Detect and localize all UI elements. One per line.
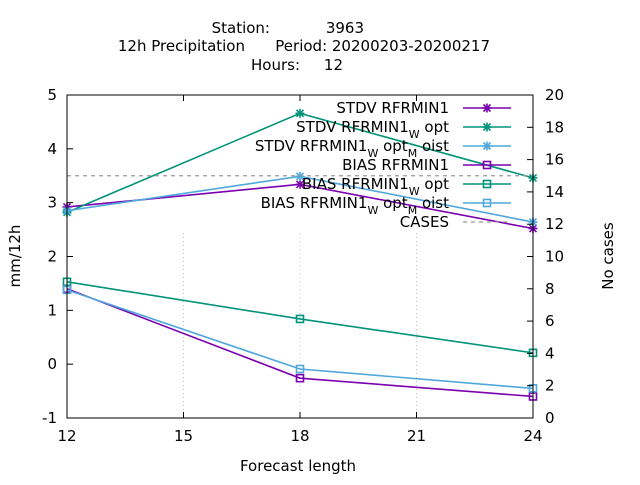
data-point [295, 179, 305, 189]
y-tick-label: 4 [47, 140, 57, 158]
legend-label-name: STDV RFRMIN1 [296, 118, 409, 136]
y2-tick-label: 0 [545, 409, 555, 427]
legend-label: BIAS RFRMIN1W opt [302, 175, 449, 198]
legend-label-subscript: W [367, 204, 378, 217]
title-station-label: Station: [212, 19, 270, 37]
y-axis-label: mm/12h [6, 225, 24, 288]
legend-label-subscript: W [409, 185, 420, 198]
data-point [482, 198, 492, 208]
data-point [482, 179, 492, 189]
data-point [295, 364, 305, 374]
grid [183, 233, 417, 418]
y2-tick-label: 8 [545, 280, 555, 298]
x-tick-label: 12 [57, 427, 76, 445]
legend-label-subscript: W [409, 128, 420, 141]
legend-label: STDV RFRMIN1W optM oist [255, 137, 449, 160]
legend-label: BIAS RFRMIN1W optM oist [261, 194, 450, 217]
title-period-value: Period: 20200203-20200217 [275, 37, 490, 55]
legend-label-subscript: M [408, 147, 418, 160]
y-tick-label: -1 [42, 409, 57, 427]
x-tick-label: 15 [174, 427, 193, 445]
title-station-value: 3963 [326, 19, 364, 37]
series-line-4 [66, 281, 534, 354]
y2-tick-label: 16 [545, 151, 564, 169]
legend-label-name: BIAS RFRMIN1 [342, 156, 449, 174]
title-hours-label: Hours: [251, 56, 300, 74]
x-axis-label: Forecast length [240, 457, 356, 475]
series-line-3 [66, 288, 534, 398]
y2-axis-label: No cases [599, 222, 617, 290]
legend-label-tail: opt [378, 194, 407, 212]
y-tick-label: 2 [47, 248, 57, 266]
data-point [295, 108, 305, 118]
data-point [482, 141, 492, 151]
legend-label-name: BIAS RFRMIN1 [302, 175, 409, 193]
data-point [482, 122, 492, 132]
legend-label-subscript: M [408, 204, 418, 217]
y2-tick-label: 18 [545, 118, 564, 136]
legend-label-tail: oist [417, 194, 449, 212]
y2-tick-label: 14 [545, 183, 564, 201]
x-tick-label: 18 [290, 427, 309, 445]
legend-label: STDV RFRMIN1 [336, 99, 449, 117]
series-line-5 [66, 289, 534, 390]
legend-label-name: STDV RFRMIN1 [336, 99, 449, 117]
y-tick-label: 5 [47, 86, 57, 104]
y2-tick-label: 4 [545, 344, 555, 362]
x-tick-label: 24 [523, 427, 542, 445]
legend-label-subscript: W [367, 147, 378, 160]
x-tick-label: 21 [407, 427, 426, 445]
legend-label-tail: oist [417, 137, 449, 155]
legend-label-name: CASES [400, 213, 449, 231]
data-point [295, 314, 305, 324]
legend-label-name: BIAS RFRMIN1 [261, 194, 368, 212]
legend-label-tail: opt [378, 137, 407, 155]
legend-label: BIAS RFRMIN1 [342, 156, 449, 174]
legend-label-name: STDV RFRMIN1 [255, 137, 368, 155]
y2-tick-label: 10 [545, 248, 564, 266]
y2-tick-label: 2 [545, 377, 555, 395]
data-point [482, 103, 492, 113]
legend-label-tail: opt [420, 118, 449, 136]
y-tick-label: 1 [47, 301, 57, 319]
y2-tick-label: 20 [545, 86, 564, 104]
y2-tick-label: 12 [545, 215, 564, 233]
y-tick-label: 3 [47, 194, 57, 212]
title-precip-label: 12h Precipitation [118, 37, 245, 55]
legend-label: STDV RFRMIN1W opt [296, 118, 449, 141]
data-point [295, 373, 305, 383]
data-point [482, 160, 492, 170]
chart-title: Station: 3963 12h Precipitation Period: … [118, 19, 490, 74]
title-hours-value: 12 [324, 56, 343, 74]
legend-label-tail: opt [420, 175, 449, 193]
legend-label: CASES [400, 213, 449, 231]
y2-tick-label: 6 [545, 312, 555, 330]
y-tick-label: 0 [47, 355, 57, 373]
